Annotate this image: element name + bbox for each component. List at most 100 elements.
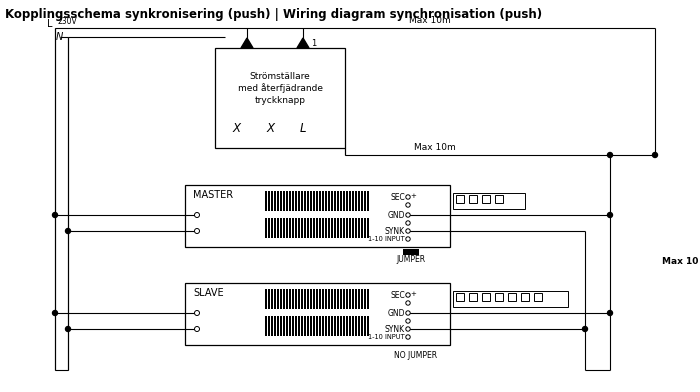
Bar (307, 191, 309, 211)
Bar (271, 289, 273, 309)
Circle shape (608, 212, 612, 218)
Bar (316, 191, 318, 211)
Bar (310, 316, 312, 336)
Bar (349, 289, 351, 309)
Bar (289, 218, 290, 238)
Circle shape (195, 229, 200, 234)
Text: 230V: 230V (57, 16, 77, 25)
Bar (337, 289, 339, 309)
Bar (268, 289, 270, 309)
Text: Max 10m: Max 10m (409, 16, 451, 25)
Text: +: + (410, 291, 416, 297)
Bar (456, 195, 464, 203)
Bar (367, 289, 369, 309)
Bar (364, 191, 366, 211)
Polygon shape (297, 38, 309, 48)
Bar (304, 191, 306, 211)
Bar (358, 218, 360, 238)
Bar (337, 316, 339, 336)
Bar (274, 191, 276, 211)
Bar (508, 293, 516, 301)
Bar (337, 218, 339, 238)
Bar (268, 191, 270, 211)
Bar (313, 316, 315, 336)
Bar (292, 316, 294, 336)
Bar (355, 316, 357, 336)
Text: 1: 1 (311, 38, 316, 47)
Bar (265, 289, 267, 309)
Text: MASTER: MASTER (193, 190, 233, 200)
Circle shape (66, 229, 71, 234)
Circle shape (406, 335, 410, 339)
Bar (469, 293, 477, 301)
Bar (495, 293, 503, 301)
Bar (286, 289, 288, 309)
Bar (286, 316, 288, 336)
Bar (292, 289, 294, 309)
Bar (361, 316, 363, 336)
Bar (343, 316, 345, 336)
Bar (367, 191, 369, 211)
Bar (328, 191, 330, 211)
Bar (322, 191, 324, 211)
Bar (301, 191, 303, 211)
Bar (274, 316, 276, 336)
Circle shape (608, 310, 612, 316)
Bar (331, 316, 332, 336)
Circle shape (406, 237, 410, 241)
Text: SYNK: SYNK (385, 325, 405, 334)
Bar (280, 316, 282, 336)
Circle shape (406, 311, 410, 315)
Text: Max 10 st MDR: Max 10 st MDR (662, 258, 700, 267)
Bar (358, 316, 360, 336)
Bar (319, 316, 321, 336)
Bar (340, 316, 342, 336)
Polygon shape (241, 38, 253, 48)
Bar (367, 316, 369, 336)
Circle shape (195, 212, 200, 218)
Bar (268, 316, 270, 336)
Bar (292, 191, 294, 211)
Bar (277, 316, 279, 336)
Text: L: L (46, 19, 52, 29)
Bar (346, 289, 348, 309)
Bar (295, 316, 297, 336)
Bar (274, 218, 276, 238)
Bar (283, 218, 285, 238)
Bar (265, 316, 267, 336)
Text: GND: GND (388, 309, 405, 318)
Bar (319, 218, 321, 238)
Bar (280, 289, 282, 309)
Circle shape (406, 327, 410, 331)
Bar (334, 191, 336, 211)
Bar (313, 191, 315, 211)
Circle shape (406, 221, 410, 225)
Circle shape (652, 152, 657, 158)
Bar (349, 218, 351, 238)
Bar (361, 191, 363, 211)
Circle shape (52, 310, 57, 316)
Bar (469, 195, 477, 203)
Text: +: + (410, 193, 416, 199)
Bar (307, 316, 309, 336)
Bar (361, 289, 363, 309)
Bar (215, 48, 345, 148)
Bar (456, 293, 464, 301)
Bar (340, 289, 342, 309)
Text: 1-10 INPUT: 1-10 INPUT (368, 236, 405, 242)
Bar (343, 289, 345, 309)
Text: X: X (266, 122, 274, 134)
Circle shape (406, 229, 410, 233)
Bar (304, 289, 306, 309)
Bar (352, 191, 354, 211)
Bar (283, 316, 285, 336)
Bar (364, 289, 366, 309)
Bar (334, 289, 336, 309)
Bar (295, 191, 297, 211)
Bar (283, 289, 285, 309)
Text: tryckknapp: tryckknapp (255, 96, 305, 105)
Bar (346, 316, 348, 336)
Bar (340, 191, 342, 211)
Bar (265, 191, 267, 211)
Bar (298, 316, 300, 336)
